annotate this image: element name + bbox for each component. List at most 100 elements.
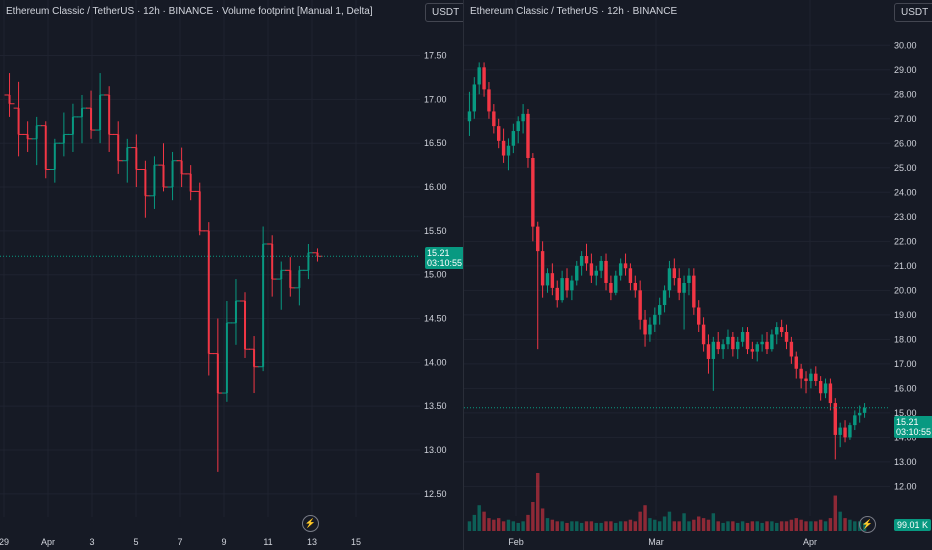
time-axis[interactable]: Feb Mar Apr <box>464 532 932 550</box>
candle-body <box>726 336 730 345</box>
last-price-label: 15.21 03:10:55 <box>425 247 463 269</box>
candle-body <box>560 278 564 301</box>
time-tick-label: 5 <box>133 537 138 547</box>
candle-body <box>492 111 496 127</box>
currency-button[interactable]: USDT <box>894 3 932 22</box>
candle-body <box>501 140 506 156</box>
price-tick-label: 24.00 <box>894 187 917 197</box>
volume-bar <box>814 521 818 531</box>
lightning-bolt-icon[interactable]: ⚡ <box>859 516 876 533</box>
candle-body <box>677 278 681 293</box>
price-tick-label: 15.50 <box>424 226 447 236</box>
candle-body <box>472 84 477 112</box>
volume-bar <box>589 521 594 531</box>
candle-body <box>26 134 29 139</box>
price-tick-label: 16.00 <box>894 383 917 393</box>
candle-body <box>706 344 711 359</box>
candle-body <box>838 427 842 435</box>
volume-bar <box>770 521 774 531</box>
volume-bar <box>687 521 691 531</box>
volume-bar <box>697 516 701 531</box>
volume-bar <box>638 511 642 531</box>
candle-body <box>775 327 779 335</box>
volume-bar <box>536 473 540 531</box>
time-tick-label: Apr <box>41 537 55 547</box>
candle-body <box>536 226 540 252</box>
price-tick-label: 27.00 <box>894 114 917 124</box>
candle-body <box>740 331 745 342</box>
price-chart-pane[interactable]: 30.00 29.00 28.00 27.00 26.00 25.00 24.00 23.00… <box>464 0 932 550</box>
candle-body <box>609 282 613 293</box>
candle-body <box>531 157 535 227</box>
volume-bar <box>565 522 569 531</box>
volume-bar <box>804 521 808 531</box>
volume-bar <box>584 521 589 531</box>
candle-body <box>550 273 555 288</box>
volume-bar <box>662 516 667 531</box>
chart-title: Ethereum Classic / TetherUS · 12h · BINA… <box>6 6 373 17</box>
volume-bar <box>692 519 696 531</box>
price-tick-label: 15.00 <box>424 270 447 280</box>
volume-bar <box>853 521 857 531</box>
volume-bar <box>648 518 652 531</box>
candle-body <box>289 270 292 288</box>
candle-body <box>643 319 647 335</box>
volume-bar <box>794 518 798 531</box>
candle-plot-area[interactable] <box>464 0 890 532</box>
lightning-bolt-icon[interactable]: ⚡ <box>302 515 319 532</box>
candle-body <box>667 268 672 291</box>
time-tick-label: 15 <box>351 537 361 547</box>
volume-bar <box>550 519 555 531</box>
time-tick-label: 11 <box>263 537 272 547</box>
candle-body <box>126 147 129 161</box>
candle-body <box>35 125 38 139</box>
candle-body <box>207 230 210 354</box>
candle-body <box>497 126 501 141</box>
volume-bar <box>643 505 647 531</box>
candle-body <box>716 341 720 350</box>
time-axis[interactable]: 29 Apr 3 5 7 9 11 13 15 <box>0 532 463 550</box>
candle-body <box>784 331 789 342</box>
candle-body <box>589 263 594 276</box>
candle-body <box>44 125 47 170</box>
candle-body <box>80 108 83 117</box>
volume-bar <box>472 514 477 531</box>
volume-bar <box>765 521 769 531</box>
candle-body <box>506 145 511 156</box>
candle-body <box>482 67 486 90</box>
candle-body <box>225 322 228 394</box>
candle-body <box>853 415 857 426</box>
footprint-plot-area[interactable] <box>0 0 420 532</box>
price-tick-label: 23.00 <box>894 212 917 222</box>
currency-button[interactable]: USDT <box>425 3 463 22</box>
volume-bar <box>716 521 720 531</box>
volume-bar <box>799 519 803 531</box>
candle-body <box>467 111 472 122</box>
candle-body <box>848 425 852 438</box>
candle-body <box>794 356 798 369</box>
price-axis[interactable]: 30.00 29.00 28.00 27.00 26.00 25.00 24.00 23.00… <box>890 0 932 550</box>
candle-body <box>511 131 516 146</box>
volume-label: 99.01 K <box>894 519 932 531</box>
candle-body <box>584 256 589 264</box>
volume-bar <box>833 495 837 531</box>
price-axis[interactable]: 17.50 17.00 16.50 16.00 15.50 15.00 14.50 14.00… <box>420 0 463 550</box>
volume-bar <box>604 521 608 531</box>
volume-bar <box>570 521 574 531</box>
last-price-value: 15.21 <box>896 417 919 427</box>
volume-bar <box>599 522 603 531</box>
candle-body <box>799 368 803 379</box>
pane-divider[interactable] <box>463 0 464 550</box>
volume-bar <box>545 518 550 531</box>
candle-body <box>171 160 174 188</box>
candle-body <box>736 341 740 350</box>
candle-body <box>823 383 828 394</box>
volume-bar <box>594 522 598 531</box>
volume-bar <box>818 519 823 531</box>
price-tick-label: 13.00 <box>894 457 917 467</box>
candle-body <box>857 412 862 416</box>
footprint-chart-pane[interactable]: 17.50 17.00 16.50 16.00 15.50 15.00 14.50 14.00… <box>0 0 463 550</box>
volume-bar <box>521 521 525 531</box>
volume-bar <box>618 521 623 531</box>
price-tick-label: 17.00 <box>894 359 917 369</box>
